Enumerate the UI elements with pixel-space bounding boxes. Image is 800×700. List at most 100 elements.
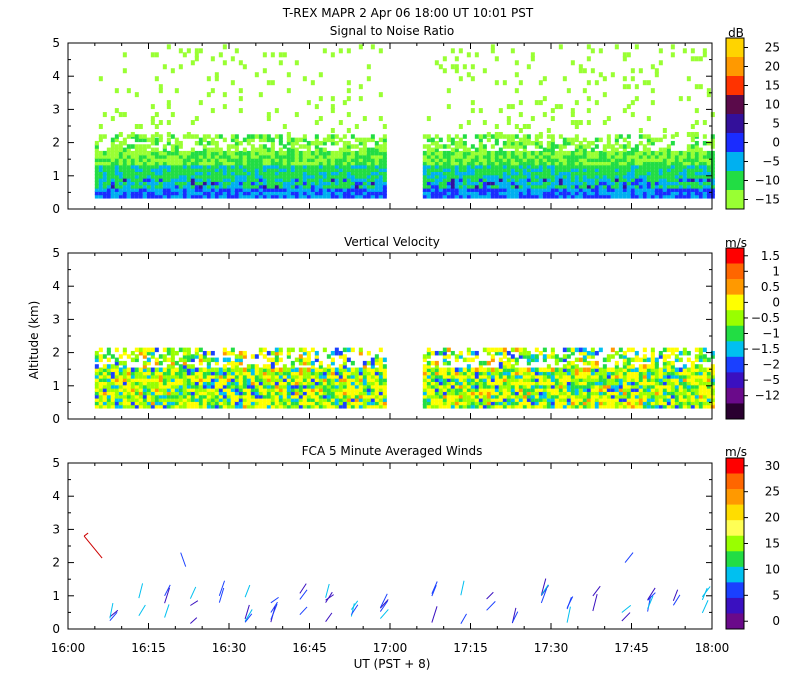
snr-cell	[710, 160, 715, 166]
snr-cell	[222, 177, 227, 182]
velocity-cell	[318, 397, 323, 402]
velocity-cell	[654, 357, 659, 363]
velocity-cell	[346, 367, 351, 373]
velocity-cell	[242, 390, 247, 396]
snr-cell	[258, 150, 263, 156]
snr-cell	[318, 184, 323, 189]
snr-cell	[710, 112, 715, 118]
velocity-cell	[338, 400, 343, 406]
velocity-cell	[598, 394, 603, 399]
snr-cell	[590, 174, 595, 179]
velocity-cell	[558, 384, 563, 389]
velocity-cell	[378, 347, 383, 353]
velocity-cell	[362, 374, 367, 379]
snr-cell	[682, 150, 687, 156]
snr-cell	[442, 190, 447, 196]
snr-cell	[498, 147, 503, 153]
velocity-cell	[650, 384, 655, 389]
snr-cell	[382, 160, 387, 166]
snr-cell	[370, 180, 375, 186]
velocity-cell	[166, 374, 171, 379]
velocity-cell	[178, 384, 183, 389]
velocity-cell	[466, 357, 471, 363]
snr-cell	[94, 180, 99, 186]
snr-cell	[710, 174, 715, 179]
velocity-cell	[494, 387, 499, 392]
velocity-cell	[662, 387, 667, 392]
velocity-cell	[226, 397, 231, 402]
snr-cell	[314, 177, 319, 182]
snr-cell	[434, 150, 439, 156]
velocity-cell	[382, 384, 387, 389]
snr-cell	[702, 190, 707, 196]
velocity-cell	[138, 367, 143, 373]
wind-barb	[299, 589, 308, 600]
velocity-cell	[434, 404, 439, 409]
snr-cell	[318, 170, 323, 176]
velocity-cell	[562, 380, 567, 386]
velocity-cell	[214, 400, 219, 406]
velocity-cell	[342, 380, 347, 386]
snr-cell	[698, 177, 703, 182]
velocity-cell	[378, 384, 383, 389]
snr-cell	[678, 167, 683, 172]
velocity-cell	[594, 394, 599, 399]
snr-cell	[694, 174, 699, 179]
velocity-cell	[574, 367, 579, 373]
velocity-cell	[238, 394, 243, 399]
snr-cell	[198, 170, 203, 176]
velocity-cell	[662, 380, 667, 386]
velocity-cell	[186, 400, 191, 406]
velocity-cell	[210, 397, 215, 402]
snr-cell	[370, 190, 375, 196]
snr-cell	[570, 177, 575, 182]
snr-cell	[530, 56, 535, 62]
wind-barb	[379, 593, 388, 609]
snr-cell	[646, 194, 651, 199]
velocity-cell	[202, 377, 207, 382]
velocity-cell	[106, 350, 111, 356]
snr-cell	[306, 150, 311, 156]
snr-cell	[674, 164, 679, 169]
snr-cell	[630, 112, 635, 118]
velocity-cell	[450, 350, 455, 356]
velocity-cell	[586, 370, 591, 376]
snr-cell	[250, 174, 255, 179]
snr-cell	[374, 194, 379, 199]
velocity-cell	[130, 394, 135, 399]
velocity-cell	[122, 397, 127, 402]
snr-cell	[94, 150, 99, 156]
velocity-cell	[446, 360, 451, 366]
snr-cell	[686, 76, 691, 82]
snr-cell	[266, 80, 271, 86]
snr-cell	[278, 164, 283, 169]
velocity-cell	[506, 364, 511, 369]
velocity-cell	[642, 357, 647, 363]
snr-cell	[150, 154, 155, 159]
snr-cell	[526, 124, 531, 130]
snr-cell	[374, 157, 379, 163]
velocity-cell	[178, 400, 183, 406]
snr-cell	[650, 184, 655, 189]
velocity-cell	[98, 384, 103, 389]
snr-cell	[634, 164, 639, 169]
snr-cell	[606, 184, 611, 189]
velocity-cell	[190, 384, 195, 389]
velocity-cell	[446, 384, 451, 389]
velocity-cell	[482, 394, 487, 399]
snr-cell	[590, 194, 595, 199]
snr-cell	[678, 184, 683, 189]
snr-cell	[122, 52, 127, 58]
velocity-cell	[102, 400, 107, 406]
snr-cell	[222, 137, 227, 143]
velocity-cell	[182, 374, 187, 379]
snr-cell	[454, 68, 459, 74]
velocity-cell	[366, 370, 371, 376]
velocity-cell	[102, 397, 107, 402]
velocity-cell	[690, 367, 695, 373]
snr-cell	[366, 177, 371, 182]
velocity-cell	[534, 377, 539, 382]
velocity-cell	[426, 370, 431, 376]
snr-cell	[202, 167, 207, 172]
velocity-cell	[482, 390, 487, 396]
